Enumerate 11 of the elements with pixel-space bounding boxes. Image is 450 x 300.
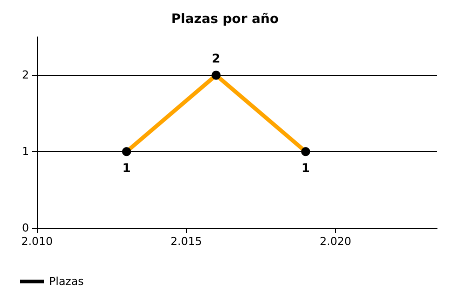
x-tick-label: 2.020 (320, 235, 352, 248)
data-label: 1 (122, 161, 131, 176)
legend-label: Plazas (49, 275, 84, 288)
x-tick-label: 2.010 (21, 235, 53, 248)
data-label: 2 (212, 52, 220, 66)
y-tick-label: 1 (22, 145, 29, 158)
x-tick-label: 2.015 (170, 235, 202, 248)
chart-title: Plazas por año (171, 12, 279, 27)
y-tick-label: 2 (22, 68, 29, 82)
data-label: 1 (301, 161, 310, 176)
y-tick-label: 0 (22, 222, 29, 234)
